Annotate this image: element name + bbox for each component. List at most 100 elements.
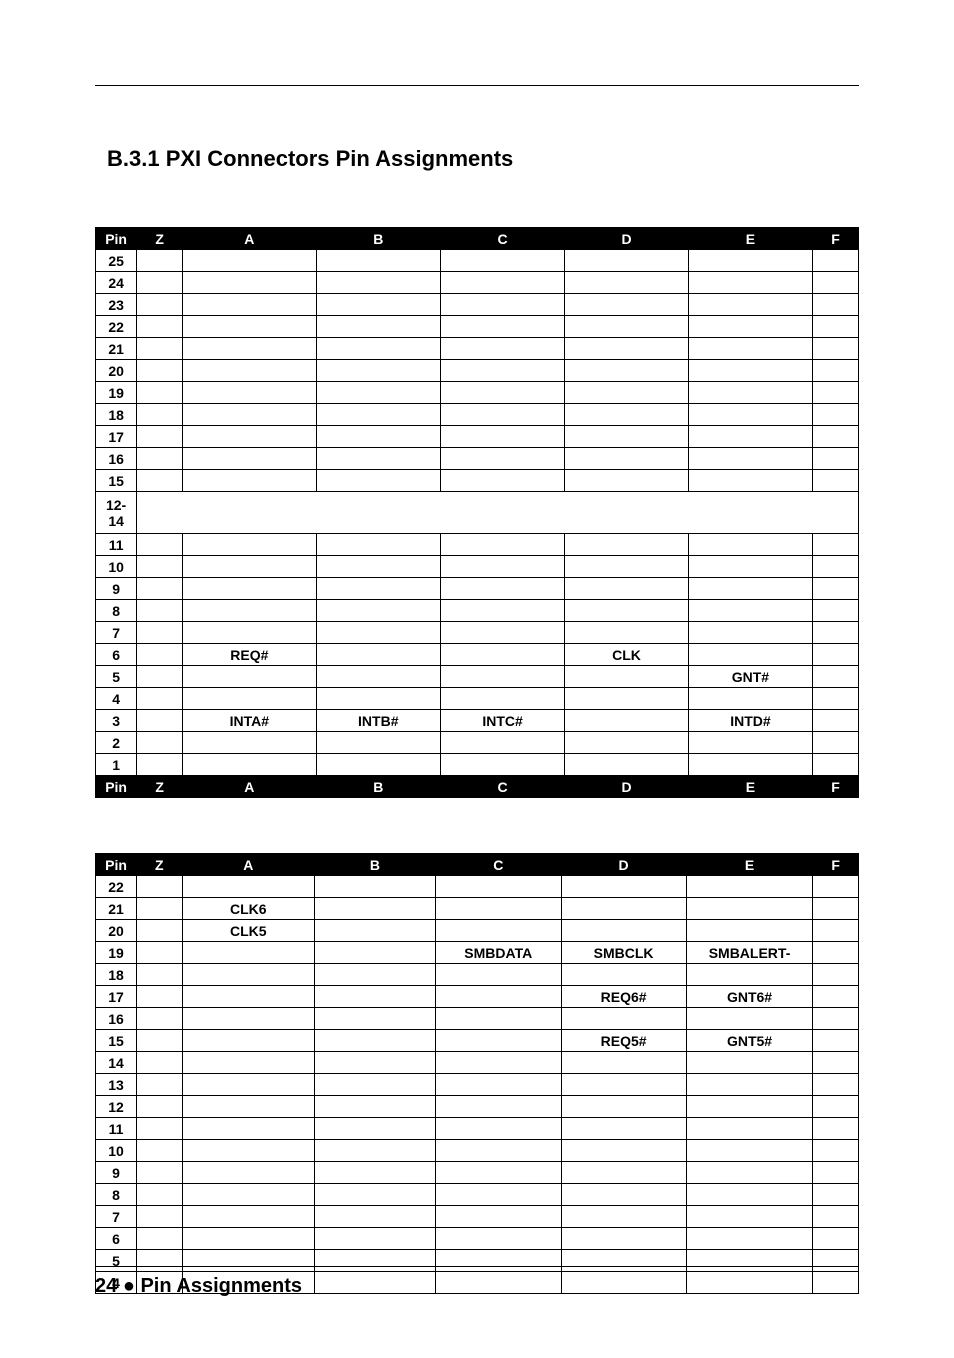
cell-e: [686, 964, 813, 986]
col-c: C: [435, 854, 561, 876]
cell-b: [316, 404, 440, 426]
cell-f: [813, 294, 859, 316]
cell-c: [435, 1140, 561, 1162]
cell-b: [314, 942, 435, 964]
cell-b: [316, 360, 440, 382]
cell-d: [565, 600, 689, 622]
pin-cell: 5: [96, 666, 137, 688]
cell-f: [813, 426, 859, 448]
cell-b: [314, 1096, 435, 1118]
cell-d: [565, 272, 689, 294]
col-b: B: [316, 776, 440, 798]
cell-z: [137, 1052, 183, 1074]
table-row: 20: [96, 360, 859, 382]
cell-d: [565, 316, 689, 338]
cell-b: [316, 732, 440, 754]
cell-f: [813, 1140, 859, 1162]
pin-cell: 18: [96, 404, 137, 426]
cell-b: [314, 920, 435, 942]
cell-z: [137, 754, 183, 776]
cell-b: [316, 470, 440, 492]
cell-e: [688, 250, 812, 272]
pin-cell: 19: [96, 382, 137, 404]
pin-cell: 19: [96, 942, 137, 964]
cell-a: [183, 382, 317, 404]
cell-c: [440, 338, 564, 360]
cell-z: [137, 470, 183, 492]
cell-f: [813, 600, 859, 622]
cell-a: [183, 404, 317, 426]
cell-z: [137, 272, 183, 294]
cell-c: [435, 1008, 561, 1030]
table-row: 13: [96, 1074, 859, 1096]
cell-z: [137, 578, 183, 600]
cell-f: [813, 1162, 859, 1184]
cell-z: [137, 250, 183, 272]
cell-f: [813, 942, 859, 964]
table-row: 4: [96, 688, 859, 710]
cell-z: [137, 964, 183, 986]
cell-b: [314, 1052, 435, 1074]
cell-d: [561, 964, 686, 986]
pin-cell: 10: [96, 1140, 137, 1162]
cell-d: [561, 1184, 686, 1206]
cell-z: [137, 942, 183, 964]
cell-e: [688, 294, 812, 316]
cell-d: [565, 470, 689, 492]
cell-d: [565, 426, 689, 448]
cell-e: [688, 644, 812, 666]
cell-c: [435, 898, 561, 920]
cell-a: [182, 1096, 314, 1118]
table-row: 17REQ6#GNT6#: [96, 986, 859, 1008]
cell-c: [435, 1118, 561, 1140]
table-row: 9: [96, 1162, 859, 1184]
cell-f: [813, 1096, 859, 1118]
col-d: D: [561, 854, 686, 876]
cell-c: [440, 732, 564, 754]
col-a: A: [183, 776, 317, 798]
col-d: D: [565, 776, 689, 798]
cell-z: [137, 986, 183, 1008]
cell-a: [182, 1008, 314, 1030]
cell-e: [686, 1140, 813, 1162]
cell-d: [565, 250, 689, 272]
cell-e: [688, 600, 812, 622]
cell-c: [440, 470, 564, 492]
cell-a: [182, 1118, 314, 1140]
cell-d: [561, 1140, 686, 1162]
cell-e: [686, 876, 813, 898]
cell-b: [316, 600, 440, 622]
pin-cell: 24: [96, 272, 137, 294]
cell-e: [688, 732, 812, 754]
cell-b: [316, 426, 440, 448]
cell-f: [813, 556, 859, 578]
cell-a: [183, 622, 317, 644]
cell-a: INTA#: [183, 710, 317, 732]
table-row: 7: [96, 622, 859, 644]
cell-b: [314, 1228, 435, 1250]
cell-z: [137, 1162, 183, 1184]
pin-cell: 17: [96, 986, 137, 1008]
cell-a: [183, 470, 317, 492]
cell-z: [137, 666, 183, 688]
cell-f: [813, 1052, 859, 1074]
cell-a: [183, 754, 317, 776]
cell-e: [686, 920, 813, 942]
pin-cell: 16: [96, 448, 137, 470]
table-row: 21CLK6: [96, 898, 859, 920]
page-footer: 24 ● Pin Assignments: [95, 1266, 859, 1298]
pin-cell: 12-14: [96, 492, 137, 534]
table-row: 23: [96, 294, 859, 316]
cell-f: [813, 272, 859, 294]
cell-e: GNT#: [688, 666, 812, 688]
cell-z: [137, 382, 183, 404]
table-row: 10: [96, 1140, 859, 1162]
cell-e: [688, 622, 812, 644]
cell-a: [183, 316, 317, 338]
cell-a: CLK6: [182, 898, 314, 920]
cell-z: [137, 1184, 183, 1206]
cell-d: [565, 338, 689, 360]
cell-c: [435, 1074, 561, 1096]
cell-c: [435, 1030, 561, 1052]
cell-e: [686, 1074, 813, 1096]
